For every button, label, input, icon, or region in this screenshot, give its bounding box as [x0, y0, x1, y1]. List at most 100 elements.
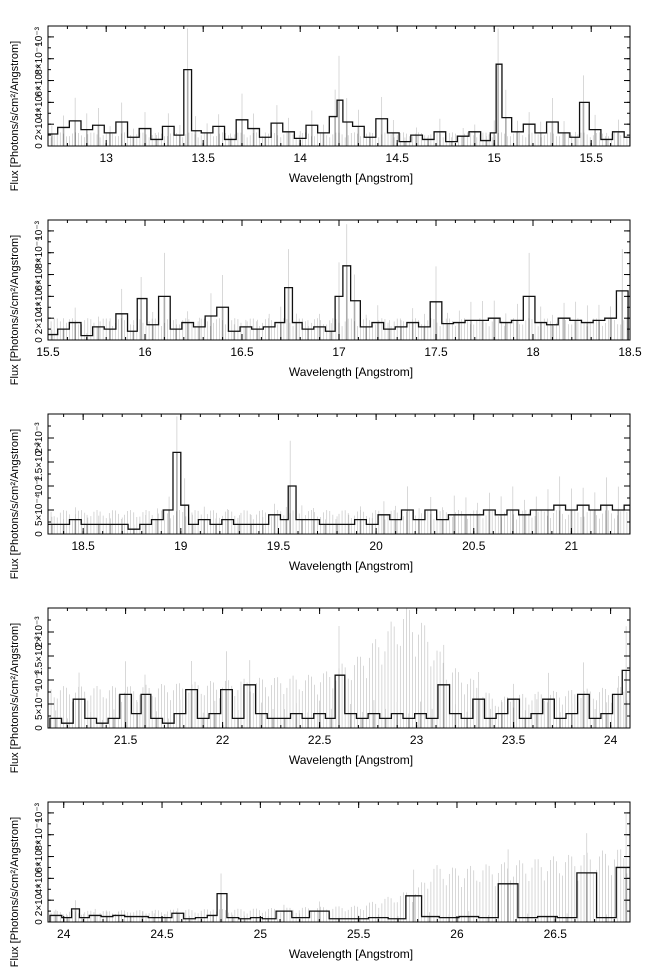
- data-point: [547, 699, 550, 728]
- data-point: [594, 510, 596, 534]
- data-point: [400, 326, 402, 340]
- y-axis-5: 0 2×10⁻⁴4×10⁻⁴6×10⁻⁴8×10⁻⁴10⁻³ Flux [Photo…: [9, 802, 630, 967]
- data-point: [466, 718, 468, 728]
- data-point: [206, 132, 208, 146]
- data-point: [582, 694, 585, 728]
- data-point: [51, 334, 53, 340]
- data-point: [512, 510, 514, 534]
- data-point: [283, 718, 286, 728]
- data-point: [412, 895, 415, 922]
- data-point: [153, 917, 155, 922]
- x-tick-label: 14.5: [386, 151, 410, 165]
- plot-area-4: [48, 608, 630, 728]
- data-point: [179, 713, 181, 728]
- x-tick-label: 22.5: [308, 733, 332, 747]
- data-point: [191, 524, 194, 534]
- data-point: [442, 684, 445, 728]
- data-point: [156, 519, 159, 534]
- spectrum-line-4: [49, 669, 630, 728]
- data-point: [454, 713, 457, 728]
- data-point: [586, 322, 589, 340]
- data-point: [353, 300, 356, 340]
- data-point: [225, 689, 228, 728]
- point-error-bars-2: [51, 224, 623, 336]
- data-point: [559, 718, 561, 728]
- data-point: [621, 290, 624, 340]
- data-point: [435, 301, 437, 340]
- data-point: [535, 510, 538, 534]
- data-point: [155, 139, 158, 146]
- data-point: [287, 131, 290, 146]
- data-point: [66, 917, 69, 922]
- data-point: [507, 883, 509, 922]
- x-axis-label: Wavelength [Angstrom]: [289, 365, 413, 379]
- x-axis-2: 15.5 16 16.5 17 17.5 18 18.5 Wavelength [Angstr…: [36, 220, 642, 379]
- data-point: [241, 119, 243, 146]
- data-point: [493, 132, 495, 146]
- data-point: [86, 524, 88, 534]
- y-axis-label: Flux [Photons/s/cm²/Angstrom]: [9, 235, 21, 385]
- data-point: [415, 135, 418, 146]
- x-tick-label: 24: [604, 733, 618, 747]
- data-point: [617, 131, 620, 146]
- data-point: [625, 867, 627, 922]
- data-point: [396, 713, 398, 728]
- data-point: [462, 136, 464, 146]
- data-point: [144, 524, 147, 534]
- data-point: [62, 329, 65, 340]
- data-point: [481, 320, 484, 340]
- data-point: [264, 137, 267, 146]
- plot-area-2: [48, 224, 629, 340]
- data-point: [287, 287, 290, 340]
- data-point: [226, 519, 229, 534]
- x-tick-label: 15: [488, 151, 502, 165]
- y-tick-label: 0: [34, 531, 45, 537]
- data-point: [524, 718, 527, 728]
- y-tick-label: 2×10⁻⁴: [34, 108, 45, 140]
- error-bars-5: [48, 849, 628, 922]
- x-axis-label: Wavelength [Angstrom]: [289, 947, 413, 961]
- x-axis-label: Wavelength [Angstrom]: [289, 753, 413, 767]
- data-point: [97, 125, 100, 146]
- data-point: [330, 718, 333, 728]
- x-tick-label: 17: [332, 345, 346, 359]
- data-point: [345, 265, 348, 340]
- x-tick-label: 23: [410, 733, 424, 747]
- data-point: [512, 699, 515, 728]
- data-point: [546, 916, 549, 922]
- data-point: [373, 713, 375, 728]
- x-tick-label: 22: [216, 733, 230, 747]
- y-tick-label: 10⁻³: [34, 26, 45, 46]
- data-point: [163, 296, 166, 340]
- data-point: [450, 141, 453, 146]
- x-axis-4: 21.5 22 22.5 23 23.5 24 Wavelength [Angstrom]: [47, 608, 618, 767]
- data-point: [605, 505, 608, 534]
- x-tick-label: 19.5: [267, 539, 291, 553]
- y-tick-label: 4×10⁻⁴: [34, 862, 45, 894]
- data-point: [121, 524, 124, 534]
- data-point: [523, 514, 526, 534]
- data-point: [574, 320, 577, 340]
- x-tick-label: 25: [254, 927, 268, 941]
- y-tick-label: 10⁻³: [34, 669, 45, 689]
- data-point: [202, 718, 204, 728]
- data-point: [487, 917, 490, 922]
- data-point: [132, 137, 135, 146]
- data-point: [232, 917, 234, 922]
- data-point: [175, 329, 177, 340]
- data-point: [89, 718, 92, 728]
- data-point: [217, 126, 220, 146]
- y-tick-label: 2×10⁻⁴: [34, 884, 45, 916]
- data-points-1: [51, 64, 630, 146]
- data-point: [501, 713, 503, 728]
- x-axis-5: 24 24.5 25 25.5 26 26.5 Wavelength [Angstrom]: [57, 802, 615, 961]
- x-tick-label: 25.5: [347, 927, 371, 941]
- data-point: [418, 519, 420, 534]
- data-point: [243, 918, 246, 922]
- data-point: [74, 908, 77, 922]
- data-point: [448, 917, 450, 922]
- y-tick-label: 0: [34, 919, 45, 925]
